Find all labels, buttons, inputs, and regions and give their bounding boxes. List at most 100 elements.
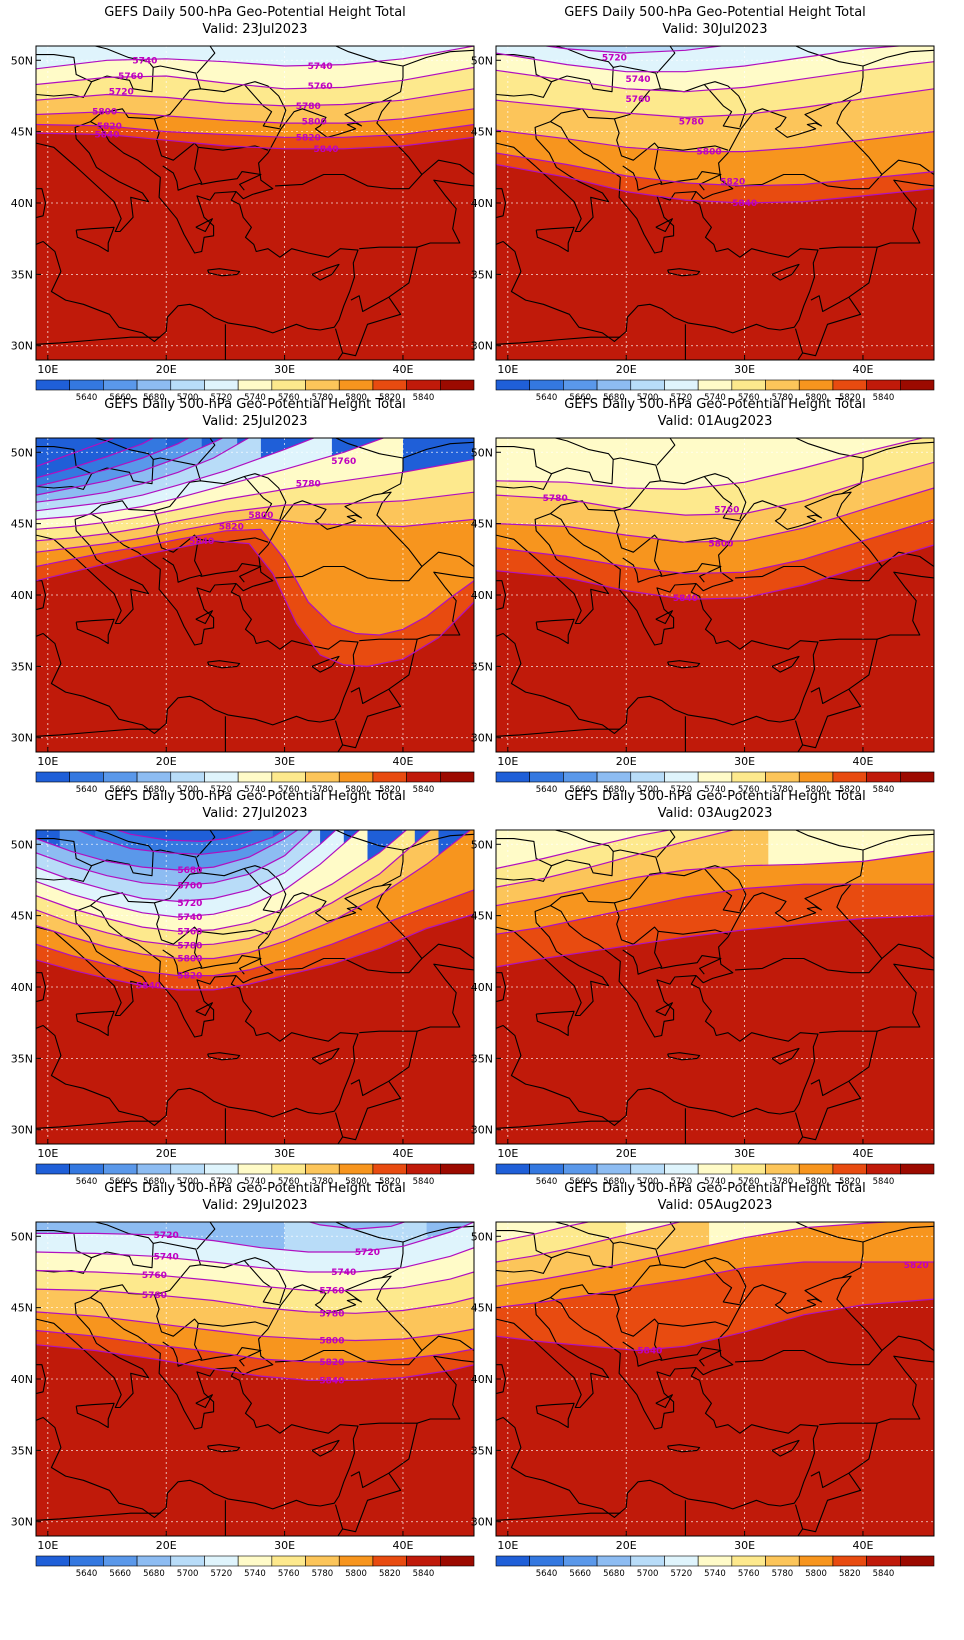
contour-5780 xyxy=(496,461,934,516)
colorbar-swatch xyxy=(832,1555,867,1567)
colorbar-swatch xyxy=(440,1555,475,1567)
coastline xyxy=(704,865,747,912)
contour-label: 5800 xyxy=(708,540,733,550)
colorbar-swatch xyxy=(765,1555,800,1567)
coastline xyxy=(535,1402,575,1429)
contour-5820 xyxy=(496,883,934,935)
colorbar-swatch xyxy=(664,1163,699,1175)
coastline xyxy=(195,218,213,233)
coastline xyxy=(704,1257,747,1304)
colorbar-label: 5840 xyxy=(873,393,895,403)
coastline xyxy=(342,1472,402,1533)
panel-title: GEFS Daily 500-hPa Geo-Potential Height … xyxy=(564,1181,866,1196)
colorbar-swatch xyxy=(372,771,407,783)
coastline xyxy=(655,1002,673,1017)
y-tick-label: 45N xyxy=(11,126,33,139)
x-tick-label: 40E xyxy=(392,755,413,768)
height-band-5840 xyxy=(36,1344,474,1536)
colorbar-label: 5840 xyxy=(873,785,895,795)
x-tick-label: 20E xyxy=(156,1147,177,1160)
colorbar-swatch xyxy=(866,1163,901,1175)
colorbar-swatch xyxy=(765,379,800,391)
coastline xyxy=(535,618,575,645)
x-tick-label: 30E xyxy=(734,363,755,376)
colorbar-label: 5680 xyxy=(143,1177,165,1187)
contour-label: 5740 xyxy=(331,1268,356,1278)
contour-5820 xyxy=(36,889,474,977)
coastline xyxy=(196,438,216,466)
colorbar: 5640 5660 5680 5700 5720 5740 5760 5780 5800 5820… xyxy=(495,1555,935,1579)
contour-5800 xyxy=(496,1222,897,1287)
colorbar-label: 5760 xyxy=(738,393,760,403)
coastline xyxy=(311,263,340,281)
colorbar-swatch xyxy=(69,1555,104,1567)
height-band-5840 xyxy=(36,914,474,1144)
contour-5840 xyxy=(496,915,934,968)
y-tick-label: 50N xyxy=(471,54,493,67)
colorbar-swatch xyxy=(664,1555,699,1567)
coastline xyxy=(690,975,700,989)
coastline xyxy=(794,328,804,360)
contour-5720 xyxy=(542,46,726,54)
coastline xyxy=(200,955,262,975)
coastline xyxy=(311,1439,340,1457)
panel-title: GEFS Daily 500-hPa Geo-Potential Height … xyxy=(564,5,866,20)
coastline xyxy=(75,1402,115,1429)
x-tick-label: 40E xyxy=(392,1539,413,1552)
map-panel: GEFS Daily 500-hPa Geo-Potential Height … xyxy=(0,0,480,410)
coastline xyxy=(36,491,423,646)
colorbar-label: 5660 xyxy=(109,785,131,795)
contour-label: 5820 xyxy=(97,122,122,132)
coastline xyxy=(550,83,740,130)
contour-label: 5760 xyxy=(177,927,202,937)
contour-5780 xyxy=(496,830,736,888)
coastline xyxy=(36,1241,202,1274)
coastline xyxy=(75,226,115,253)
colorbar-label: 5780 xyxy=(312,1569,334,1579)
colorbar-label: 5840 xyxy=(413,1177,435,1187)
colorbar-swatch xyxy=(372,379,407,391)
colorbar-label: 5780 xyxy=(312,393,334,403)
colorbar: 5640 5660 5680 5700 5720 5740 5760 5780 5800 5820… xyxy=(495,771,935,795)
contour-5780 xyxy=(36,491,474,542)
colorbar-swatch xyxy=(170,1555,205,1567)
contour-label: 5820 xyxy=(319,1358,344,1368)
coastline xyxy=(819,246,878,250)
coastline xyxy=(36,457,202,490)
coastline xyxy=(496,972,507,1003)
colorbar-swatch xyxy=(136,1555,172,1567)
coastline xyxy=(153,902,269,945)
colorbar-label: 5680 xyxy=(603,1569,625,1579)
coastline xyxy=(794,720,804,752)
x-tick-label: 30E xyxy=(274,1147,295,1160)
x-tick-label: 20E xyxy=(616,1147,637,1160)
coastline xyxy=(402,833,474,851)
x-tick-label: 20E xyxy=(616,1539,637,1552)
contour-label: 5720 xyxy=(602,53,627,63)
contour-label: 5760 xyxy=(626,95,651,105)
y-tick-label: 35N xyxy=(11,1444,33,1457)
height-map: 10E 20E 30E 40E 50N 45N 40N 35N 30N xyxy=(471,829,935,1160)
colorbar-label: 5640 xyxy=(76,785,98,795)
coastline xyxy=(421,943,474,959)
coastline xyxy=(244,81,287,128)
x-tick-label: 40E xyxy=(852,1147,873,1160)
contour-5760 xyxy=(36,1269,474,1292)
colorbar-label: 5700 xyxy=(637,1177,659,1187)
colorbar-swatch xyxy=(495,1555,530,1567)
colorbar-label: 5780 xyxy=(772,393,794,403)
colorbar-swatch xyxy=(495,379,530,391)
contour-5800 xyxy=(36,1311,474,1342)
contour-5720 xyxy=(36,830,337,903)
colorbar-swatch xyxy=(305,1555,340,1567)
coastline xyxy=(881,1335,934,1351)
colorbar-label: 5800 xyxy=(345,1177,367,1187)
colorbar-label: 5700 xyxy=(177,1569,199,1579)
colorbar: 5640 5660 5680 5700 5720 5740 5760 5780 5800 5820… xyxy=(495,1163,935,1187)
colorbar-swatch xyxy=(866,771,901,783)
coastline xyxy=(810,179,934,313)
coastline xyxy=(90,83,280,130)
coastline xyxy=(207,1444,241,1453)
colorbar-label: 5660 xyxy=(109,1177,131,1187)
coastline xyxy=(496,336,621,345)
